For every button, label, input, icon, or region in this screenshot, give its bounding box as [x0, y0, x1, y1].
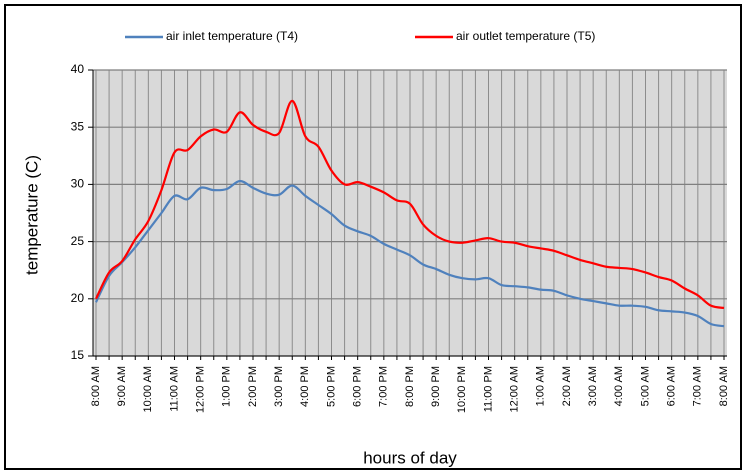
x-tick-label: 3:00 AM: [587, 366, 599, 406]
series-line: [95, 99, 725, 310]
x-tick-label: 9:00 PM: [430, 366, 442, 407]
x-tick-label: 4:00 AM: [613, 366, 625, 406]
y-tick-label: 25: [71, 234, 85, 248]
x-tick-label: 8:00 AM: [718, 366, 730, 406]
y-axis-title: temperature (C): [22, 155, 41, 275]
x-tick-label: 6:00 PM: [352, 366, 364, 407]
x-tick-label: 4:00 PM: [299, 366, 311, 407]
x-tick-label: 1:00 AM: [535, 366, 547, 406]
x-axis-title: hours of day: [363, 448, 457, 467]
x-tick-label: 7:00 PM: [378, 366, 390, 407]
x-tick-label: 12:00 AM: [509, 366, 521, 412]
x-tick-label: 5:00 PM: [325, 366, 337, 407]
y-tick-label: 40: [71, 62, 85, 76]
x-tick-label: 1:00 PM: [221, 366, 233, 407]
x-tick-label: 5:00 AM: [639, 366, 651, 406]
y-tick-label: 15: [71, 348, 85, 362]
legend-label: air inlet temperature (T4): [166, 29, 298, 43]
x-tick-label: 11:00 AM: [168, 366, 180, 412]
y-tick-label: 35: [71, 119, 85, 133]
x-tick-label: 2:00 AM: [561, 366, 573, 406]
x-tick-label: 10:00 PM: [456, 366, 468, 413]
x-tick-label: 8:00 AM: [90, 366, 102, 406]
y-tick-label: 30: [71, 177, 85, 191]
x-tick-label: 2:00 PM: [247, 366, 259, 407]
x-tick-label: 9:00 AM: [116, 366, 128, 406]
x-tick-label: 11:00 PM: [482, 366, 494, 412]
series-line: [95, 179, 725, 328]
x-tick-label: 6:00 AM: [666, 366, 678, 406]
x-tick-label: 7:00 AM: [692, 366, 704, 406]
x-tick-label: 3:00 PM: [273, 366, 285, 407]
x-tick-label: 8:00 PM: [404, 366, 416, 407]
x-tick-label: 10:00 AM: [142, 366, 154, 412]
legend-label: air outlet temperature (T5): [456, 29, 595, 43]
y-tick-label: 20: [71, 291, 85, 305]
x-tick-label: 12:00 PM: [195, 366, 207, 413]
